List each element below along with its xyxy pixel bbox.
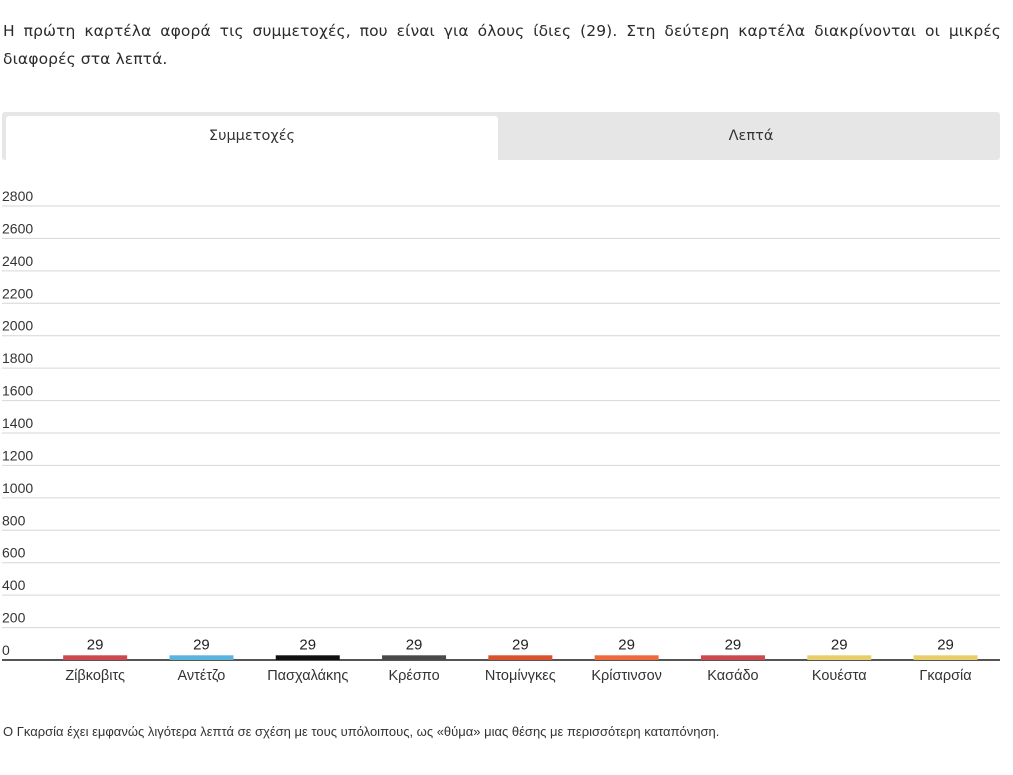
y-tick-label: 2400 <box>2 253 33 269</box>
intro-paragraph: Η πρώτη καρτέλα αφορά τις συμμετοχές, πο… <box>3 22 1001 68</box>
bar-chart: 0 200 400 600 800 1000 1200 1400 1600 1800 2000 220… <box>2 188 1000 684</box>
data-label: 29 <box>618 636 635 653</box>
y-tick-label: 1000 <box>2 480 33 496</box>
bar <box>807 655 872 660</box>
y-tick-label: 1400 <box>2 415 33 431</box>
x-tick-label: Πασχαλάκης <box>267 668 348 684</box>
x-tick-label: Ντομίνγκες <box>485 668 556 684</box>
y-tick-label: 2000 <box>2 318 33 334</box>
x-tick-label: Γκαρσία <box>919 668 971 684</box>
data-label: 29 <box>831 636 848 653</box>
data-label: 29 <box>406 636 423 653</box>
data-label: 29 <box>299 636 316 653</box>
data-label: 29 <box>87 636 104 653</box>
bars <box>63 655 978 660</box>
data-labels: 29 29 29 29 29 29 29 29 29 <box>87 636 954 653</box>
bar <box>382 655 447 660</box>
y-tick-label: 2800 <box>2 188 33 204</box>
x-tick-label: Κασάδο <box>707 668 758 684</box>
x-tick-label: Κρέσπο <box>388 668 439 684</box>
y-tick-label: 1800 <box>2 350 33 366</box>
y-tick-label: 1200 <box>2 447 33 463</box>
x-tick-label: Ζίβκοβιτς <box>65 668 125 684</box>
bar <box>63 655 128 660</box>
x-tick-label: Αντέτζο <box>178 668 226 684</box>
y-tick-label: 400 <box>2 577 26 593</box>
y-tick-label: 800 <box>2 512 26 528</box>
y-tick-label: 2200 <box>2 285 33 301</box>
y-tick-label: 200 <box>2 610 26 626</box>
tab-minutes[interactable]: Λεπτά <box>728 128 774 144</box>
bar <box>169 655 234 660</box>
bar <box>488 655 553 660</box>
data-label: 29 <box>937 636 954 653</box>
data-label: 29 <box>725 636 742 653</box>
bar <box>594 655 659 660</box>
data-label: 29 <box>512 636 529 653</box>
bar <box>275 655 340 660</box>
data-label: 29 <box>193 636 210 653</box>
y-tick-label: 1600 <box>2 383 33 399</box>
tab-appearances[interactable]: Συμμετοχές <box>6 116 498 160</box>
gridlines <box>2 205 1000 661</box>
x-tick-label: Κουέστα <box>812 668 867 684</box>
y-axis-ticks: 0 200 400 600 800 1000 1200 1400 1600 1800 2000 220… <box>2 188 33 658</box>
bar <box>913 655 978 660</box>
tab-bar: Συμμετοχές Λεπτά <box>2 112 1000 160</box>
y-tick-label: 2600 <box>2 220 33 236</box>
x-axis-ticks: Ζίβκοβιτς Αντέτζο Πασχαλάκης Κρέσπο Ντομίνγκ… <box>65 668 971 684</box>
y-tick-label: 600 <box>2 545 26 561</box>
x-tick-label: Κρίστινσον <box>591 668 662 684</box>
bar <box>700 655 765 660</box>
footer-note: Ο Γκαρσία έχει εμφανώς λιγότερα λεπτά σε… <box>3 724 720 739</box>
y-tick-label: 0 <box>2 642 10 658</box>
